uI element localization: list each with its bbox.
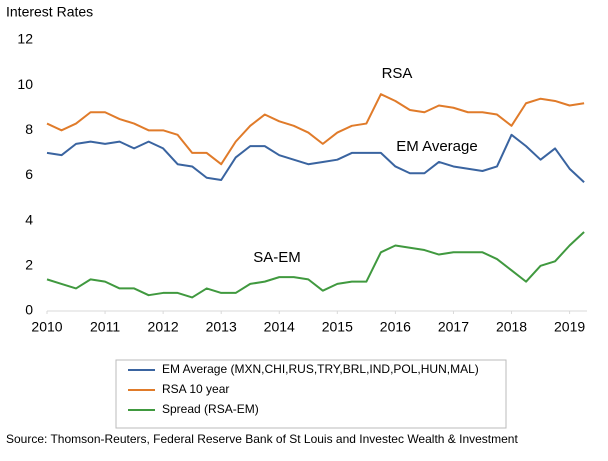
- x-tick-label: 2015: [322, 319, 353, 335]
- legend-label: Spread (RSA-EM): [162, 402, 259, 416]
- x-tick-label: 2017: [438, 319, 469, 335]
- chart-title: Interest Rates: [6, 4, 93, 20]
- y-tick-label: 2: [25, 257, 33, 273]
- x-tick-label: 2012: [148, 319, 179, 335]
- y-tick-label: 8: [25, 121, 33, 137]
- x-tick-label: 2010: [31, 319, 62, 335]
- annotation: RSA: [382, 65, 413, 82]
- y-tick-label: 6: [25, 166, 33, 182]
- y-tick-label: 12: [17, 31, 33, 47]
- x-tick-label: 2014: [264, 319, 295, 335]
- source: Source: Thomson-Reuters, Federal Reserve…: [6, 432, 518, 446]
- x-tick-label: 2016: [380, 319, 411, 335]
- y-tick-label: 10: [17, 76, 33, 92]
- series-line: [46, 231, 585, 299]
- y-tick-label: 4: [25, 211, 33, 227]
- annotation: EM Average: [396, 138, 477, 155]
- legend-label: RSA 10 year: [162, 382, 229, 396]
- x-tick-label: 2018: [496, 319, 527, 335]
- y-tick-label: 0: [25, 302, 33, 318]
- series-line: [46, 93, 585, 166]
- legend-box: [115, 359, 507, 429]
- series-line: [46, 133, 585, 184]
- annotation: SA-EM: [253, 249, 301, 266]
- x-tick-label: 2019: [554, 319, 585, 335]
- x-tick-label: 2011: [90, 319, 120, 335]
- x-tick-label: 2013: [206, 319, 237, 335]
- legend-label: EM Average (MXN,CHI,RUS,TRY,BRL,IND,POL,…: [162, 362, 479, 376]
